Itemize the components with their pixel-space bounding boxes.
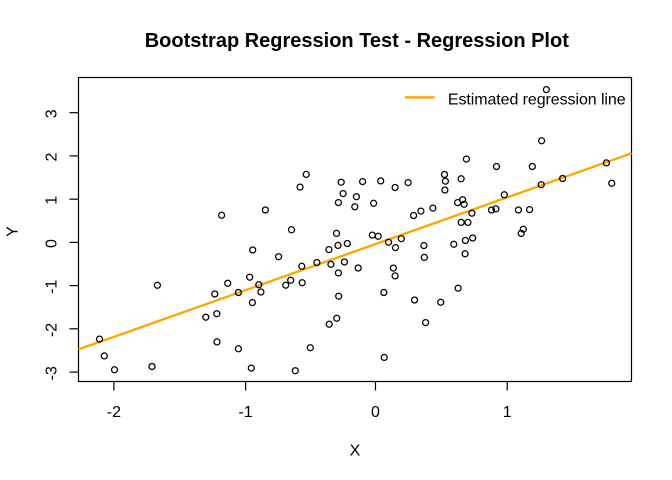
svg-text:Y: Y [5, 226, 22, 237]
svg-text:Bootstrap Regression Test - Re: Bootstrap Regression Test - Regression P… [145, 30, 569, 52]
svg-text:2: 2 [44, 152, 61, 161]
svg-text:1: 1 [44, 196, 61, 205]
svg-text:-1: -1 [238, 404, 252, 421]
svg-text:0: 0 [371, 404, 380, 421]
svg-text:3: 3 [44, 109, 61, 118]
svg-text:-1: -1 [44, 279, 61, 293]
svg-text:-2: -2 [44, 323, 61, 337]
svg-text:-2: -2 [107, 404, 121, 421]
svg-text:Estimated regression line: Estimated regression line [448, 91, 626, 108]
svg-text:0: 0 [44, 239, 61, 248]
svg-text:1: 1 [503, 404, 512, 421]
svg-text:-3: -3 [44, 366, 61, 380]
svg-text:X: X [350, 443, 361, 460]
